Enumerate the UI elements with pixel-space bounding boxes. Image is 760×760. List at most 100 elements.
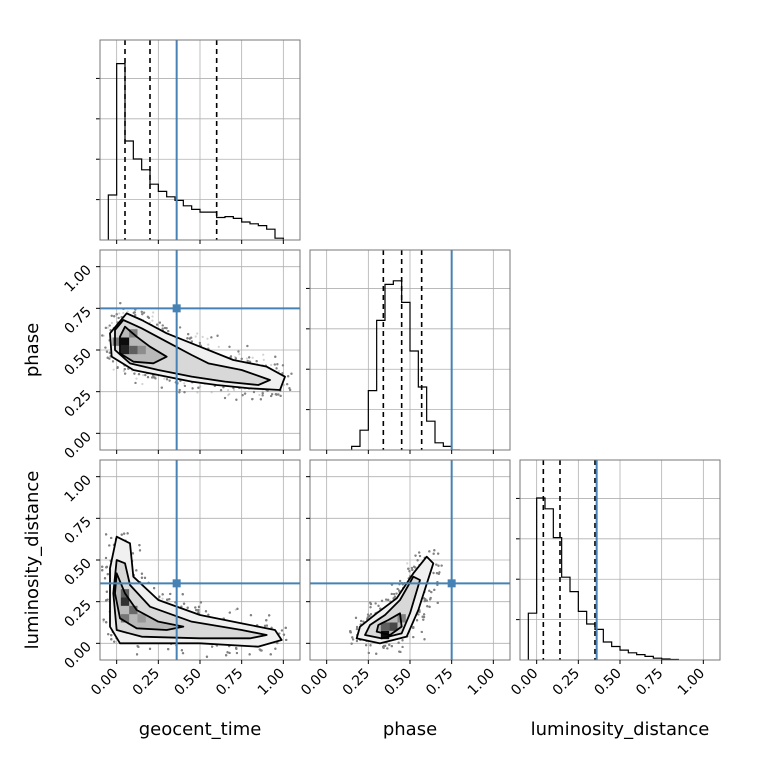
scatter-point — [266, 389, 269, 392]
scatter-point — [243, 392, 247, 395]
scatter-point — [235, 646, 238, 650]
scatter-point — [423, 599, 426, 603]
scatter-point — [288, 387, 291, 390]
scatter-point — [207, 613, 210, 616]
scatter-point — [360, 619, 363, 623]
scatter-point — [255, 360, 258, 363]
scatter-point — [165, 378, 169, 381]
scatter-point — [418, 554, 422, 558]
scatter-point — [133, 372, 136, 375]
scatter-point — [146, 376, 150, 379]
scatter-point — [266, 389, 269, 392]
scatter-point — [420, 630, 423, 634]
scatter-point — [135, 377, 138, 380]
scatter-point — [275, 393, 278, 396]
scatter-point — [108, 544, 111, 547]
scatter-point — [428, 550, 431, 553]
scatter-point — [196, 332, 199, 335]
scatter-point — [259, 398, 262, 401]
scatter-point — [138, 549, 142, 552]
scatter-point — [422, 618, 425, 621]
scatter-point — [197, 611, 200, 614]
scatter-point — [393, 592, 396, 596]
scatter-point — [186, 337, 189, 340]
scatter-point — [110, 634, 113, 637]
scatter-point — [395, 592, 398, 595]
scatter-point — [429, 598, 432, 601]
scatter-point — [246, 359, 249, 363]
scatter-point — [248, 653, 251, 656]
scatter-point — [413, 565, 416, 568]
scatter-point — [263, 624, 267, 627]
scatter-point — [197, 386, 200, 389]
scatter-point — [138, 549, 142, 552]
scatter-point — [138, 549, 142, 552]
scatter-point — [181, 593, 184, 596]
scatter-point — [251, 356, 254, 359]
scatter-point — [204, 610, 208, 613]
scatter-point — [183, 391, 186, 394]
scatter-point — [355, 627, 359, 631]
density-cell — [397, 614, 406, 623]
scatter-point — [407, 567, 410, 570]
scatter-point — [279, 394, 282, 397]
scatter-point — [282, 633, 286, 636]
scatter-point — [107, 633, 110, 636]
scatter-point — [146, 315, 149, 318]
scatter-point — [228, 345, 231, 348]
scatter-point — [137, 645, 140, 649]
scatter-point — [369, 613, 373, 616]
scatter-point — [425, 599, 428, 602]
scatter-point — [106, 573, 109, 576]
scatter-point — [110, 314, 113, 317]
scatter-point — [228, 651, 231, 655]
scatter-point — [273, 363, 276, 366]
scatter-point — [425, 599, 428, 602]
scatter-point — [106, 356, 109, 359]
scatter-point — [428, 589, 431, 592]
scatter-point — [167, 648, 170, 651]
scatter-point — [235, 398, 238, 401]
scatter-point — [369, 613, 373, 616]
scatter-point — [288, 387, 291, 390]
scatter-point — [136, 645, 139, 648]
scatter-point — [386, 647, 389, 650]
scatter-point — [265, 624, 268, 627]
truth-marker — [172, 304, 181, 313]
scatter-point — [138, 549, 142, 552]
scatter-point — [116, 366, 119, 370]
scatter-point — [259, 649, 262, 652]
scatter-point — [147, 316, 151, 319]
scatter-point — [275, 367, 278, 370]
scatter-point — [105, 565, 108, 569]
scatter-point — [248, 653, 251, 656]
scatter-point — [266, 389, 269, 392]
scatter-point — [275, 393, 278, 396]
scatter-point — [113, 640, 116, 643]
scatter-point — [349, 631, 352, 634]
scatter-point — [395, 592, 398, 595]
scatter-point — [158, 595, 161, 598]
scatter-point — [428, 605, 431, 608]
scatter-point — [108, 357, 111, 360]
scatter-point — [351, 636, 354, 639]
scatter-point — [102, 618, 105, 621]
scatter-point — [422, 618, 425, 621]
scatter-point — [425, 599, 428, 602]
scatter-point — [158, 321, 161, 324]
scatter-point — [407, 567, 410, 570]
scatter-point — [349, 630, 352, 633]
scatter-point — [382, 645, 385, 648]
scatter-point — [181, 652, 185, 655]
scatter-point — [182, 602, 186, 605]
scatter-point — [234, 355, 237, 359]
scatter-point — [235, 647, 238, 650]
scatter-point — [398, 650, 401, 653]
scatter-point — [180, 649, 183, 652]
scatter-point — [369, 644, 372, 647]
scatter-point — [104, 346, 107, 349]
scatter-point — [432, 571, 435, 575]
scatter-point — [105, 590, 108, 593]
scatter-point — [285, 638, 288, 642]
scatter-point — [279, 394, 282, 397]
